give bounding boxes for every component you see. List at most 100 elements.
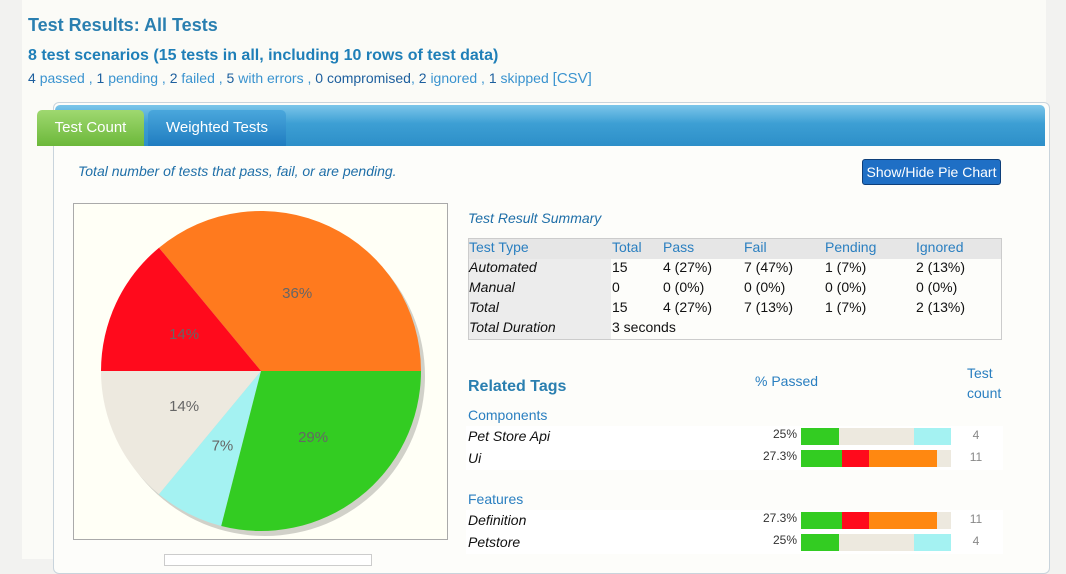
bar-segment: [869, 512, 938, 529]
tag-bar: [801, 450, 951, 467]
pie-slice: [159, 371, 261, 526]
bar-segment: [913, 534, 951, 551]
scenario-count: 8 test scenarios (15 tests in all, inclu…: [28, 47, 499, 64]
csv-link[interactable]: [CSV]: [552, 70, 592, 87]
summary-label[interactable]: ignored: [430, 70, 478, 86]
table-cell: 0 (0%): [916, 279, 958, 295]
table-cell: 15: [612, 299, 628, 315]
summary-count[interactable]: 1: [488, 70, 497, 86]
pie-label: 14%: [169, 326, 199, 343]
summary-label[interactable]: compromised: [326, 70, 411, 86]
summary-count[interactable]: 1: [96, 70, 105, 86]
tag-pct: 27.3%: [762, 449, 797, 463]
tab-test-count[interactable]: Test Count: [37, 110, 144, 146]
report-page: Test Results: All Tests 8 test scenarios …: [22, 0, 1050, 574]
summary-label[interactable]: passed: [39, 70, 85, 86]
summary-sep: ,: [303, 70, 312, 86]
tag-pct: 25%: [772, 427, 797, 441]
table-cell: 2 (13%): [916, 299, 966, 315]
table-cell: 3 seconds: [612, 319, 676, 335]
bar-segment: [801, 450, 842, 467]
table-cell: 4 (27%): [663, 299, 713, 315]
table-cell: 1 (7%): [825, 259, 867, 275]
table-cell: 0 (0%): [744, 279, 786, 295]
summary-count[interactable]: 2: [418, 70, 427, 86]
table-cell: 2 (13%): [916, 259, 966, 275]
table-cell: 7 (13%): [744, 299, 794, 315]
result-summary: 4 passed , 1 pending , 2 failed , 5 with…: [28, 70, 592, 87]
bar-segment: [913, 428, 951, 445]
table-cell: 15: [612, 259, 628, 275]
toggle-pie-button[interactable]: Show/Hide Pie Chart: [862, 159, 1001, 185]
row-label: Automated: [469, 259, 537, 275]
summary-label[interactable]: failed: [181, 70, 215, 86]
table-cell: 0 (0%): [825, 279, 867, 295]
pie-box: 36% 14% 14% 7% 29%: [73, 203, 448, 540]
tags-heading: Related Tags: [468, 378, 567, 395]
table-header: Pass: [663, 239, 695, 255]
summary-count[interactable]: 4: [28, 70, 36, 86]
summary-label[interactable]: skipped: [500, 70, 549, 86]
bar-segment: [869, 450, 938, 467]
pie-chart: 36% 14% 14% 7% 29%: [101, 211, 425, 536]
pie-slice: [101, 371, 261, 495]
bar-segment: [801, 534, 839, 551]
table-header: Test Type: [469, 239, 529, 255]
tag-name[interactable]: Ui: [468, 450, 482, 466]
row-label: Total: [469, 299, 499, 315]
tag-group[interactable]: Features: [468, 491, 524, 507]
bar-segment: [937, 512, 951, 529]
pct-header: % Passed: [755, 373, 819, 389]
pie-slice: [221, 371, 421, 531]
tag-count: 4: [972, 534, 980, 548]
pie-label: 7%: [212, 438, 234, 455]
pie-label: 14%: [169, 398, 199, 415]
count-header: Test count: [967, 365, 1002, 401]
row-label-bg: [469, 259, 611, 279]
chart-description: Total number of tests that pass, fail, o…: [78, 163, 397, 179]
tag-pct: 27.3%: [762, 511, 797, 525]
tag-bar: [801, 534, 951, 551]
bar-segment: [841, 450, 870, 467]
bar-segment: [801, 428, 839, 445]
tag-name[interactable]: Petstore: [468, 534, 521, 550]
table-header: Total: [612, 239, 642, 255]
table-cell: 0 (0%): [663, 279, 705, 295]
summary-sep: ,: [158, 70, 166, 86]
row-label-bg: [469, 319, 611, 339]
tab-weighted-tests[interactable]: Weighted Tests: [148, 110, 286, 146]
row-label-bg: [469, 279, 611, 299]
summary-count[interactable]: 2: [169, 70, 178, 86]
pie-legend: [164, 554, 372, 566]
bar-segment: [937, 450, 951, 467]
summary-sep: ,: [214, 70, 223, 86]
pie-slice: [159, 211, 422, 371]
tag-count: 11: [969, 512, 983, 526]
table-header: Pending: [825, 239, 877, 255]
table-cell: 4 (27%): [663, 259, 713, 275]
summary-label[interactable]: pending: [108, 70, 159, 86]
bar-segment: [841, 512, 870, 529]
page-root: Test Results: All Tests 8 test scenarios …: [22, 0, 1050, 574]
summary-sep: ,: [84, 70, 93, 86]
table-header: Fail: [744, 239, 767, 255]
table-cell: 0: [612, 279, 620, 295]
tag-name[interactable]: Definition: [468, 512, 527, 528]
row-label: Manual: [469, 279, 515, 295]
summary-count[interactable]: 5: [226, 70, 235, 86]
summary-count[interactable]: 0: [315, 70, 324, 86]
bar-segment: [838, 534, 914, 551]
page-title: Test Results: All Tests: [28, 15, 218, 35]
summary-sep: ,: [410, 70, 415, 86]
tag-pct: 25%: [772, 533, 797, 547]
tag-count: 11: [969, 450, 983, 464]
summary-label[interactable]: with errors: [238, 70, 304, 86]
tag-bar: [801, 428, 951, 445]
tag-name[interactable]: Pet Store Api: [468, 428, 550, 444]
pie-label: 36%: [282, 285, 312, 302]
tag-count: 4: [972, 428, 980, 442]
summary-table-title: Test Result Summary: [468, 210, 602, 226]
summary-table: [468, 238, 1002, 340]
table-header: Ignored: [916, 239, 964, 255]
tag-group[interactable]: Components: [468, 407, 548, 423]
